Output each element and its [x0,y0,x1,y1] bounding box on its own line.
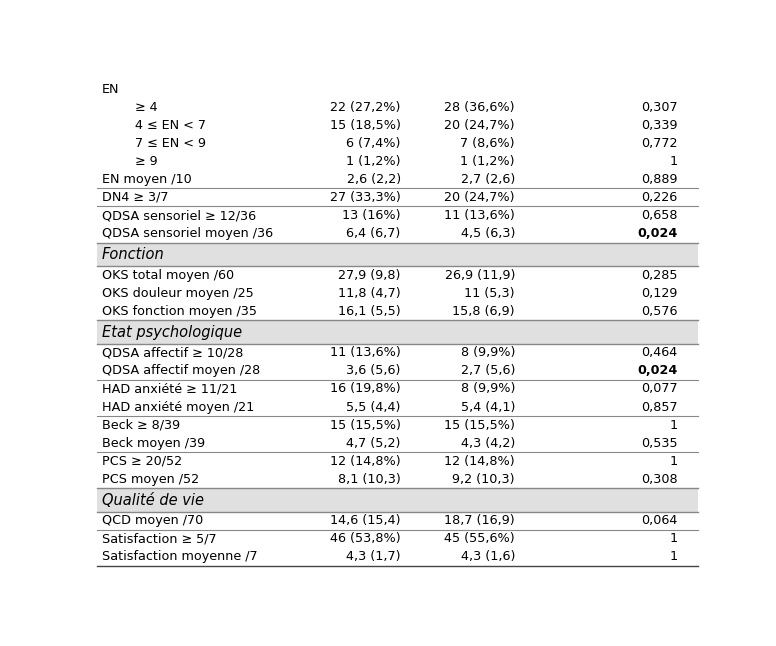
Text: 2,7 (5,6): 2,7 (5,6) [461,364,515,377]
Text: 11 (5,3): 11 (5,3) [465,287,515,300]
Text: 0,064: 0,064 [641,514,677,527]
Text: 16,1 (5,5): 16,1 (5,5) [338,305,400,318]
Text: 1: 1 [669,550,677,563]
Text: 0,464: 0,464 [641,346,677,359]
Text: 0,129: 0,129 [641,287,677,300]
Text: DN4 ≥ 3/7: DN4 ≥ 3/7 [102,191,168,204]
Text: 11 (13,6%): 11 (13,6%) [444,209,515,222]
Text: 12 (14,8%): 12 (14,8%) [445,455,515,468]
Text: 4,5 (6,3): 4,5 (6,3) [461,227,515,240]
Text: QDSA affectif ≥ 10/28: QDSA affectif ≥ 10/28 [102,346,243,359]
Text: 4,3 (4,2): 4,3 (4,2) [461,437,515,450]
Text: Fonction: Fonction [102,247,165,262]
Text: 0,339: 0,339 [641,119,677,132]
Text: OKS total moyen /60: OKS total moyen /60 [102,269,234,282]
Text: 0,024: 0,024 [637,364,677,377]
Text: 6 (7,4%): 6 (7,4%) [346,137,400,150]
Text: 0,658: 0,658 [641,209,677,222]
Text: 1: 1 [669,155,677,168]
Text: 0,889: 0,889 [641,173,677,186]
Text: 15 (15,5%): 15 (15,5%) [330,419,400,432]
Text: PCS moyen /52: PCS moyen /52 [102,473,199,486]
Text: 0,857: 0,857 [641,401,677,413]
Text: QCD moyen /70: QCD moyen /70 [102,514,203,527]
Text: 4,7 (5,2): 4,7 (5,2) [346,437,400,450]
Text: 0,077: 0,077 [641,382,677,395]
Text: OKS douleur moyen /25: OKS douleur moyen /25 [102,287,254,300]
Text: 0,285: 0,285 [641,269,677,282]
Text: 2,7 (2,6): 2,7 (2,6) [461,173,515,186]
Text: 0,772: 0,772 [641,137,677,150]
Text: 28 (36,6%): 28 (36,6%) [445,101,515,114]
Text: 0,535: 0,535 [641,437,677,450]
Text: Satisfaction ≥ 5/7: Satisfaction ≥ 5/7 [102,532,217,545]
Text: Etat psychologique: Etat psychologique [102,324,242,340]
Text: 22 (27,2%): 22 (27,2%) [331,101,400,114]
Text: 45 (55,6%): 45 (55,6%) [445,532,515,545]
Text: 18,7 (16,9): 18,7 (16,9) [445,514,515,527]
Text: 4,3 (1,7): 4,3 (1,7) [346,550,400,563]
Text: 1: 1 [669,532,677,545]
Text: ≥ 9: ≥ 9 [135,155,158,168]
Text: 8,1 (10,3): 8,1 (10,3) [338,473,400,486]
Text: QDSA sensoriel ≥ 12/36: QDSA sensoriel ≥ 12/36 [102,209,256,222]
Text: EN: EN [102,83,120,96]
Text: 15 (15,5%): 15 (15,5%) [444,419,515,432]
Text: 0,024: 0,024 [637,227,677,240]
Text: 7 (8,6%): 7 (8,6%) [460,137,515,150]
Text: OKS fonction moyen /35: OKS fonction moyen /35 [102,305,257,318]
Text: 0,308: 0,308 [641,473,677,486]
Text: 1 (1,2%): 1 (1,2%) [346,155,400,168]
Text: 4 ≤ EN < 7: 4 ≤ EN < 7 [135,119,206,132]
Text: 5,5 (4,4): 5,5 (4,4) [346,401,400,413]
Text: 0,576: 0,576 [641,305,677,318]
Bar [97,243,698,266]
Text: 15,8 (6,9): 15,8 (6,9) [452,305,515,318]
Bar [97,488,698,512]
Text: 11 (13,6%): 11 (13,6%) [330,346,400,359]
Text: 6,4 (6,7): 6,4 (6,7) [346,227,400,240]
Text: 0,226: 0,226 [641,191,677,204]
Text: 14,6 (15,4): 14,6 (15,4) [331,514,400,527]
Text: 7 ≤ EN < 9: 7 ≤ EN < 9 [135,137,206,150]
Text: Beck ≥ 8/39: Beck ≥ 8/39 [102,419,180,432]
Text: 26,9 (11,9): 26,9 (11,9) [445,269,515,282]
Text: QDSA affectif moyen /28: QDSA affectif moyen /28 [102,364,260,377]
Text: Satisfaction moyenne /7: Satisfaction moyenne /7 [102,550,258,563]
Text: 5,4 (4,1): 5,4 (4,1) [461,401,515,413]
Text: 20 (24,7%): 20 (24,7%) [445,191,515,204]
Text: 11,8 (4,7): 11,8 (4,7) [338,287,400,300]
Text: 16 (19,8%): 16 (19,8%) [330,382,400,395]
Text: 4,3 (1,6): 4,3 (1,6) [461,550,515,563]
Text: Qualité de vie: Qualité de vie [102,492,204,508]
Text: 9,2 (10,3): 9,2 (10,3) [452,473,515,486]
Text: 15 (18,5%): 15 (18,5%) [330,119,400,132]
Text: 1: 1 [669,419,677,432]
Text: 12 (14,8%): 12 (14,8%) [330,455,400,468]
Text: 13 (16%): 13 (16%) [342,209,400,222]
Text: 8 (9,9%): 8 (9,9%) [461,346,515,359]
Text: 8 (9,9%): 8 (9,9%) [461,382,515,395]
Text: 1 (1,2%): 1 (1,2%) [460,155,515,168]
Text: Beck moyen /39: Beck moyen /39 [102,437,205,450]
Text: 3,6 (5,6): 3,6 (5,6) [346,364,400,377]
Text: 46 (53,8%): 46 (53,8%) [330,532,400,545]
Text: 2,6 (2,2): 2,6 (2,2) [347,173,400,186]
Text: 0,307: 0,307 [641,101,677,114]
Text: 27,9 (9,8): 27,9 (9,8) [338,269,400,282]
Text: QDSA sensoriel moyen /36: QDSA sensoriel moyen /36 [102,227,273,240]
Text: PCS ≥ 20/52: PCS ≥ 20/52 [102,455,182,468]
Text: EN moyen /10: EN moyen /10 [102,173,192,186]
Text: 27 (33,3%): 27 (33,3%) [330,191,400,204]
Text: HAD anxiété moyen /21: HAD anxiété moyen /21 [102,401,254,413]
Text: ≥ 4: ≥ 4 [135,101,158,114]
Text: 1: 1 [669,455,677,468]
Bar [97,320,698,344]
Text: HAD anxiété ≥ 11/21: HAD anxiété ≥ 11/21 [102,382,237,395]
Text: 20 (24,7%): 20 (24,7%) [445,119,515,132]
